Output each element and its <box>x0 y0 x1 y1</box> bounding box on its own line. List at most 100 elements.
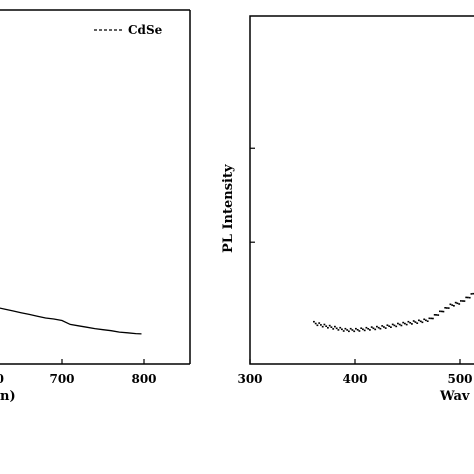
right-x-tick-label: 400 <box>342 372 367 386</box>
series-point <box>362 328 364 331</box>
left-x-ticks: 700 800 0 <box>0 359 157 386</box>
series-point <box>376 325 378 328</box>
series-point <box>470 293 473 295</box>
series-point <box>453 305 455 307</box>
series-point <box>367 328 370 330</box>
series-point <box>419 320 422 323</box>
series-point <box>426 320 429 322</box>
series-point <box>370 326 373 328</box>
series-point <box>400 324 403 327</box>
series-point <box>318 322 321 324</box>
series-point <box>433 314 436 316</box>
series-point <box>463 300 466 302</box>
series-point <box>397 322 399 325</box>
series-point <box>320 324 322 326</box>
series-point <box>316 324 319 327</box>
left-panel: 700 800 0 CdSe n) <box>0 9 191 404</box>
series-point <box>456 302 459 305</box>
series-point <box>313 320 315 323</box>
series-point <box>377 326 380 329</box>
series-point <box>402 321 405 324</box>
series-point <box>386 324 389 326</box>
series-point <box>379 327 382 330</box>
right-series-group <box>313 292 474 333</box>
series-point <box>393 324 396 327</box>
series-point <box>328 324 331 327</box>
series-point <box>465 296 468 299</box>
series-point <box>449 303 452 306</box>
series-point <box>409 322 412 324</box>
series-point <box>461 300 464 302</box>
right-x-ticks: 300 400 500 <box>237 359 473 386</box>
series-point <box>355 327 357 330</box>
series-point <box>330 326 333 328</box>
right-x-tick-label: 500 <box>447 372 472 386</box>
series-point <box>388 325 391 327</box>
series-point <box>353 330 356 333</box>
series-point <box>395 325 398 328</box>
series-point <box>381 325 384 327</box>
series-point <box>437 314 440 316</box>
series-point <box>428 317 431 320</box>
series-point <box>372 327 375 330</box>
series-point <box>365 326 368 329</box>
series-point <box>432 317 434 320</box>
series-point <box>325 325 328 327</box>
series-point <box>416 322 419 324</box>
series-point <box>407 320 410 323</box>
right-x-tick-label: 300 <box>237 372 262 386</box>
series-line-cdse <box>0 307 142 335</box>
right-y-axis-label: PL Intensity <box>221 164 236 253</box>
series-point <box>425 319 427 322</box>
series-point <box>321 325 324 328</box>
series-point <box>411 323 413 325</box>
left-legend: CdSe <box>94 23 163 37</box>
series-point <box>404 322 406 325</box>
series-point <box>339 326 342 329</box>
series-point <box>348 330 350 333</box>
series-point <box>442 310 445 313</box>
series-point <box>435 314 438 316</box>
series-point <box>383 326 385 328</box>
series-point <box>334 325 336 328</box>
series-point <box>398 323 401 326</box>
series-point <box>412 320 415 322</box>
right-panel: 300 400 500 PL Intensity Wav <box>221 15 474 404</box>
series-point <box>421 321 424 324</box>
series-point <box>468 296 471 299</box>
series-point <box>358 330 361 332</box>
right-plot-frame <box>249 15 474 365</box>
series-point <box>374 328 377 331</box>
series-point <box>454 301 457 304</box>
left-x-tick-label: 800 <box>131 372 156 386</box>
series-point <box>446 307 448 309</box>
series-point <box>356 329 359 331</box>
series-point <box>363 329 366 332</box>
right-x-axis-label: Wav <box>439 389 470 404</box>
series-point <box>391 323 394 326</box>
series-point <box>360 327 363 329</box>
series-point <box>327 327 329 329</box>
series-point <box>418 319 420 322</box>
series-point <box>472 292 474 295</box>
left-x-axis-label: n) <box>0 389 16 404</box>
left-x-tick-label: 0 <box>0 372 4 386</box>
series-point <box>323 323 326 326</box>
legend-label-cdse: CdSe <box>128 23 163 37</box>
series-point <box>390 326 392 328</box>
series-point <box>447 307 450 309</box>
series-point <box>384 327 387 329</box>
series-point <box>405 323 408 326</box>
series-point <box>430 317 433 320</box>
series-point <box>346 329 349 331</box>
series-point <box>423 318 426 321</box>
series-point <box>444 307 447 309</box>
series-point <box>335 327 338 330</box>
series-point <box>337 329 340 331</box>
series-point <box>344 327 347 330</box>
series-point <box>467 296 469 299</box>
series-point <box>341 328 343 331</box>
series-point <box>351 329 354 331</box>
series-point <box>414 321 417 323</box>
